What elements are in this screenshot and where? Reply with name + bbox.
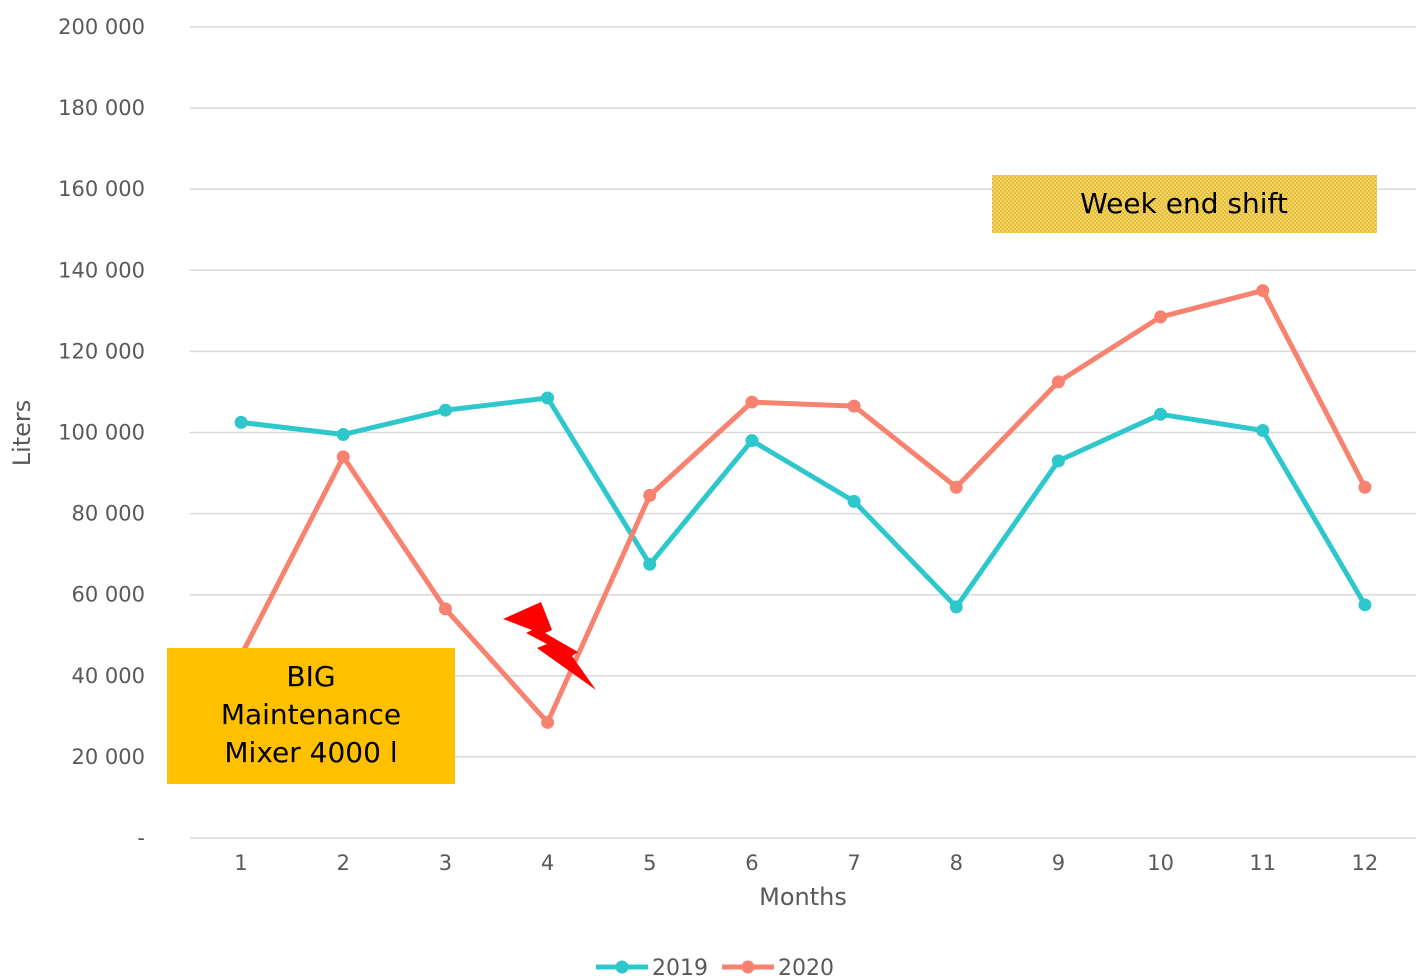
y-tick-label-2: 40 000 [72,664,145,688]
x-tick-label-12: 12 [1352,851,1379,875]
data-point-2020-11 [1256,284,1270,298]
weekend-shift-annotation: Week end shift [992,175,1377,233]
y-axis-title: Liters [8,400,36,467]
data-point-2019-8 [949,600,963,614]
data-point-2020-2 [336,450,350,464]
data-point-2020-7 [847,399,861,413]
legend-label-2020: 2020 [778,956,834,980]
maintenance-label-line-1: BIG [286,660,335,693]
data-point-2019-7 [847,494,861,508]
weekend-shift-box [992,175,1377,233]
x-axis-title: Months [759,883,847,911]
data-point-2020-3 [438,602,452,616]
maintenance-annotation: BIG Maintenance Mixer 4000 l [167,648,455,784]
y-axis-tick-labels: - 20 000 40 000 60 000 80 000 100 000 120 000 1… [58,15,145,850]
data-point-2020-12 [1358,480,1372,494]
y-tick-label-7: 140 000 [58,258,145,282]
maintenance-label-line-3: Mixer 4000 l [224,736,397,769]
y-tick-label-9: 180 000 [58,96,145,120]
x-tick-label-1: 1 [234,851,247,875]
x-axis-tick-labels: 1 2 3 4 5 6 7 8 9 10 11 12 [234,851,1378,875]
data-point-2019-5 [643,557,657,571]
x-tick-label-10: 10 [1147,851,1174,875]
y-tick-label-1: 20 000 [72,745,145,769]
data-point-2020-6 [745,395,759,409]
data-point-2019-4 [541,391,555,405]
y-tick-label-3: 60 000 [72,583,145,607]
series-layer [234,284,1372,729]
weekend-shift-label: Week end shift [1080,187,1288,220]
x-tick-label-6: 6 [745,851,758,875]
y-tick-label-5: 100 000 [58,421,145,445]
y-tick-label-10: 200 000 [58,15,145,39]
legend-item-2019: 2019 [596,956,708,980]
legend-marker-2019 [615,960,629,974]
data-point-2019-2 [336,428,350,442]
y-tick-label-8: 160 000 [58,177,145,201]
data-point-2019-9 [1051,454,1065,468]
x-tick-label-2: 2 [337,851,350,875]
legend-item-2020: 2020 [722,956,834,980]
series-2020 [234,284,1372,729]
series-2019 [234,391,1372,614]
data-point-2019-1 [234,415,248,429]
maintenance-box [167,648,455,784]
data-point-2020-4 [541,715,555,729]
data-point-2019-6 [745,434,759,448]
data-point-2020-5 [643,488,657,502]
x-tick-label-8: 8 [950,851,963,875]
series-line-2019 [238,395,1368,610]
y-tick-label-4: 80 000 [72,502,145,526]
y-tick-label-6: 120 000 [58,339,145,363]
x-tick-label-9: 9 [1052,851,1065,875]
series-line-2020 [238,288,1368,725]
maintenance-label-line-2: Maintenance [221,698,401,731]
x-tick-label-3: 3 [439,851,452,875]
legend-marker-2020 [741,960,755,974]
x-tick-label-4: 4 [541,851,554,875]
x-tick-label-7: 7 [847,851,860,875]
data-point-2020-9 [1051,375,1065,389]
data-point-2020-8 [949,480,963,494]
data-point-2020-10 [1154,310,1168,324]
legend: 2019 2020 [596,956,834,980]
x-tick-label-5: 5 [643,851,656,875]
data-point-2019-11 [1256,423,1270,437]
lightning-bolt-icon [503,602,596,690]
data-point-2019-12 [1358,598,1372,612]
x-tick-label-11: 11 [1249,851,1276,875]
data-point-2019-3 [438,403,452,417]
legend-label-2019: 2019 [652,956,708,980]
y-tick-label-0: - [137,826,145,850]
data-point-2019-10 [1154,407,1168,421]
